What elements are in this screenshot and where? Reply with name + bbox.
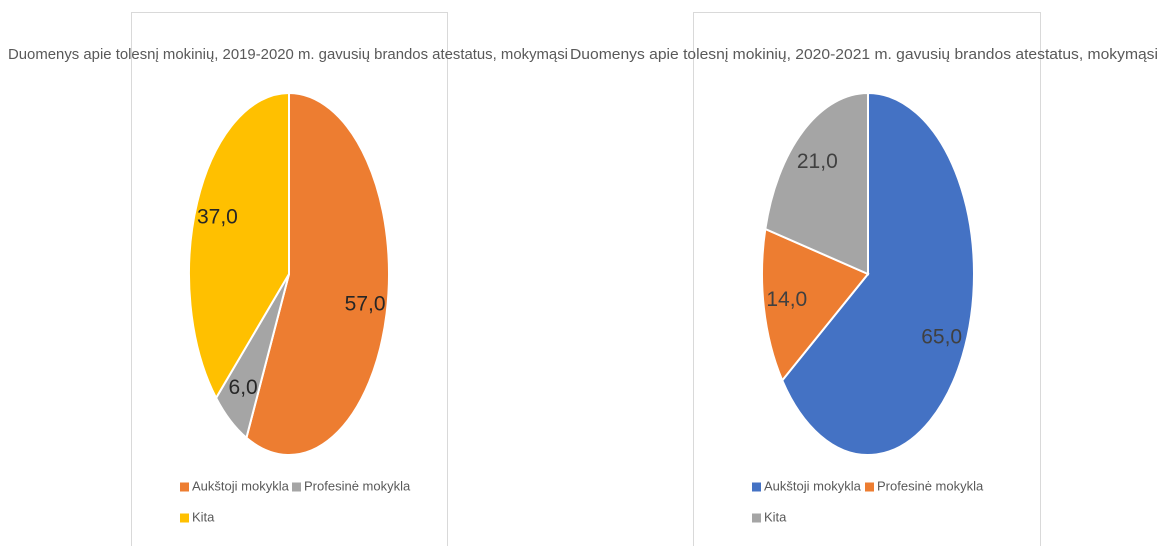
legend-label: Aukštoji mokykla [192, 478, 290, 493]
chart-title: Duomenys apie tolesnį mokinių, 2019-2020… [8, 46, 568, 63]
legend-label: Kita [192, 509, 215, 524]
pie-slice [764, 91, 869, 276]
pie-slice [761, 227, 870, 383]
data-label: 65,0 [921, 326, 962, 349]
data-label: 6,0 [229, 376, 258, 399]
legend-label: Kita [764, 509, 787, 524]
data-label: 21,0 [797, 150, 838, 173]
chart-frame [131, 12, 448, 546]
data-label: 57,0 [345, 292, 386, 315]
legend-swatch [292, 482, 301, 492]
chart-title: Duomenys apie tolesnį mokinių, 2020-2021… [570, 46, 1158, 63]
legend-swatch [752, 513, 761, 523]
data-label: 14,0 [766, 288, 807, 311]
pie-slice [245, 91, 390, 456]
legend-swatch [180, 482, 189, 492]
legend-label: Aukštoji mokykla [764, 478, 862, 493]
legend-swatch [752, 482, 761, 492]
legend-label: Profesinė mokykla [877, 478, 984, 493]
legend-swatch [180, 513, 189, 523]
data-label: 37,0 [197, 205, 238, 228]
pie-slice [781, 91, 975, 456]
legend-swatch [865, 482, 874, 492]
pie-slice [188, 91, 290, 400]
chart-frame [693, 12, 1041, 546]
legend-label: Profesinė mokykla [304, 478, 411, 493]
